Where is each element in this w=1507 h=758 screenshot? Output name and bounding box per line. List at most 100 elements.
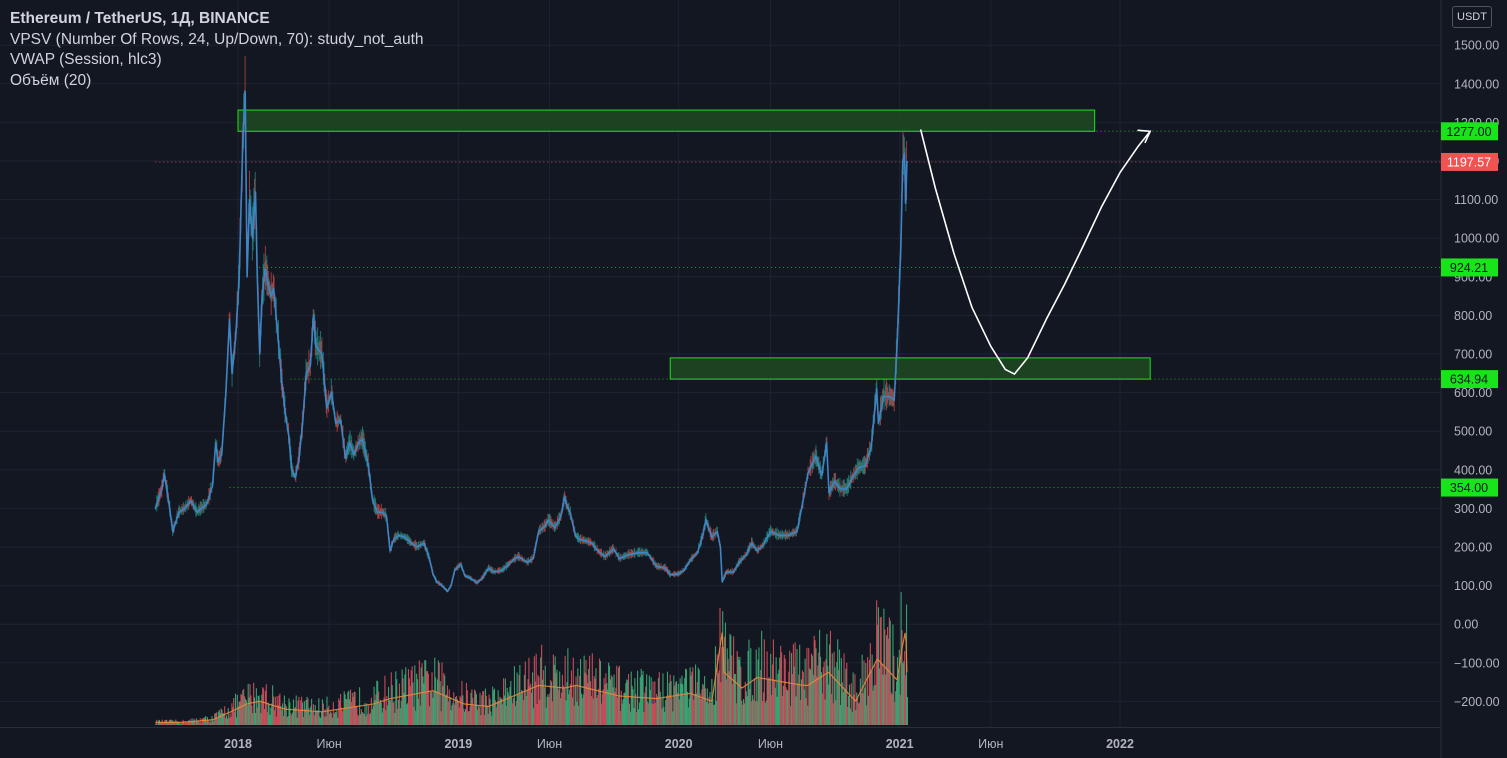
volume-bar (793, 666, 795, 725)
volume-bar (570, 683, 572, 725)
legend-vwap[interactable]: VWAP (Session, hlc3) (10, 51, 162, 68)
volume-bar (241, 695, 243, 725)
volume-bar (897, 676, 899, 725)
volume-bar (613, 674, 615, 725)
volume-bar (579, 659, 582, 725)
volume-bar (388, 687, 390, 725)
volume-bar (887, 638, 889, 725)
volume-bar (507, 692, 509, 725)
volume-bar (510, 680, 512, 725)
volume-bar (800, 700, 802, 725)
volume-bar (623, 692, 625, 725)
volume-bar (324, 709, 326, 725)
volume-bar (721, 646, 723, 725)
volume-bar (398, 683, 400, 725)
volume-bar (284, 704, 286, 725)
volume-bar (422, 676, 424, 725)
volume-bar (699, 693, 701, 725)
volume-bar (426, 671, 429, 725)
volume-bar (450, 710, 452, 725)
volume-bar (747, 650, 749, 725)
volume-bar (428, 706, 430, 725)
volume-bar (675, 681, 678, 725)
volume-bar (489, 698, 491, 725)
volume-bar (685, 668, 687, 725)
volume-bar (407, 669, 410, 725)
volume-bar (530, 683, 532, 725)
volume-bar (429, 690, 431, 725)
volume-bar (188, 719, 190, 725)
volume-bar (683, 695, 685, 725)
volume-bar (179, 723, 181, 725)
volume-bar (430, 692, 432, 725)
volume-bar (264, 690, 266, 725)
volume-bar (497, 690, 499, 725)
volume-bar (626, 679, 628, 725)
volume-bar (742, 699, 745, 725)
volume-bar (503, 678, 505, 725)
volume-bar (716, 654, 718, 725)
volume-bar (492, 686, 494, 725)
volume-bar (404, 674, 406, 725)
volume-bar (416, 673, 418, 725)
volume-bar (375, 694, 377, 725)
volume-bar (227, 708, 229, 725)
volume-bar (628, 703, 630, 725)
volume-bar (644, 692, 646, 725)
volume-bar (372, 705, 374, 725)
volume-bar (505, 705, 507, 725)
volume-bar (656, 693, 658, 725)
legend-volume[interactable]: Объём (20) (10, 71, 92, 89)
volume-bar (176, 721, 178, 725)
volume-bar (872, 690, 874, 725)
volume-bar (517, 694, 519, 725)
legend-vpsv[interactable]: VPSV (Number Of Rows, 24, Up/Down, 70): … (10, 30, 424, 48)
volume-bar (698, 669, 700, 725)
volume-bar (771, 695, 773, 725)
volume-bar (682, 684, 684, 725)
volume-bar (587, 683, 589, 725)
volume-bar (708, 696, 710, 725)
volume-bar (748, 639, 750, 725)
volume-bar (802, 672, 804, 725)
volume-bar (702, 683, 704, 725)
volume-bar (763, 639, 765, 725)
volume-bar (778, 669, 780, 725)
volume-bar (649, 689, 651, 725)
volume-bar (371, 709, 373, 725)
volume-bar (569, 689, 571, 725)
volume-bar (801, 670, 803, 725)
currency-button[interactable]: USDT (1452, 6, 1492, 28)
volume-bar (696, 682, 698, 725)
volume-bar (493, 688, 496, 725)
volume-bar (436, 691, 438, 725)
volume-bar (444, 675, 446, 725)
volume-bar (397, 699, 400, 725)
y-tick-label: 1500.00 (1454, 39, 1499, 53)
volume-bar (469, 706, 471, 725)
zone-layer (237, 109, 1151, 380)
volume-bar (821, 693, 823, 725)
volume-bar (157, 723, 159, 725)
volume-bar (906, 697, 908, 725)
volume-bar (713, 705, 715, 725)
volume-bar (191, 721, 193, 725)
volume-bar (503, 695, 506, 725)
volume-bar (760, 669, 762, 725)
volume-bar (225, 717, 227, 725)
volume-bar (365, 716, 367, 725)
volume-bar (754, 701, 756, 725)
volume-bar (368, 705, 370, 725)
volume-bar (269, 714, 271, 725)
volume-bar (601, 693, 603, 725)
volume-bar (440, 711, 442, 725)
volume-bar (769, 678, 771, 725)
volume-bar (549, 693, 551, 725)
volume-bar (367, 713, 369, 725)
legend-symbol[interactable]: Ethereum / TetherUS, 1Д, BINANCE (10, 10, 270, 27)
volume-bar (790, 705, 792, 725)
volume-bar (684, 678, 686, 725)
y-tick-label: 500.00 (1454, 425, 1492, 439)
volume-bar (615, 687, 617, 725)
